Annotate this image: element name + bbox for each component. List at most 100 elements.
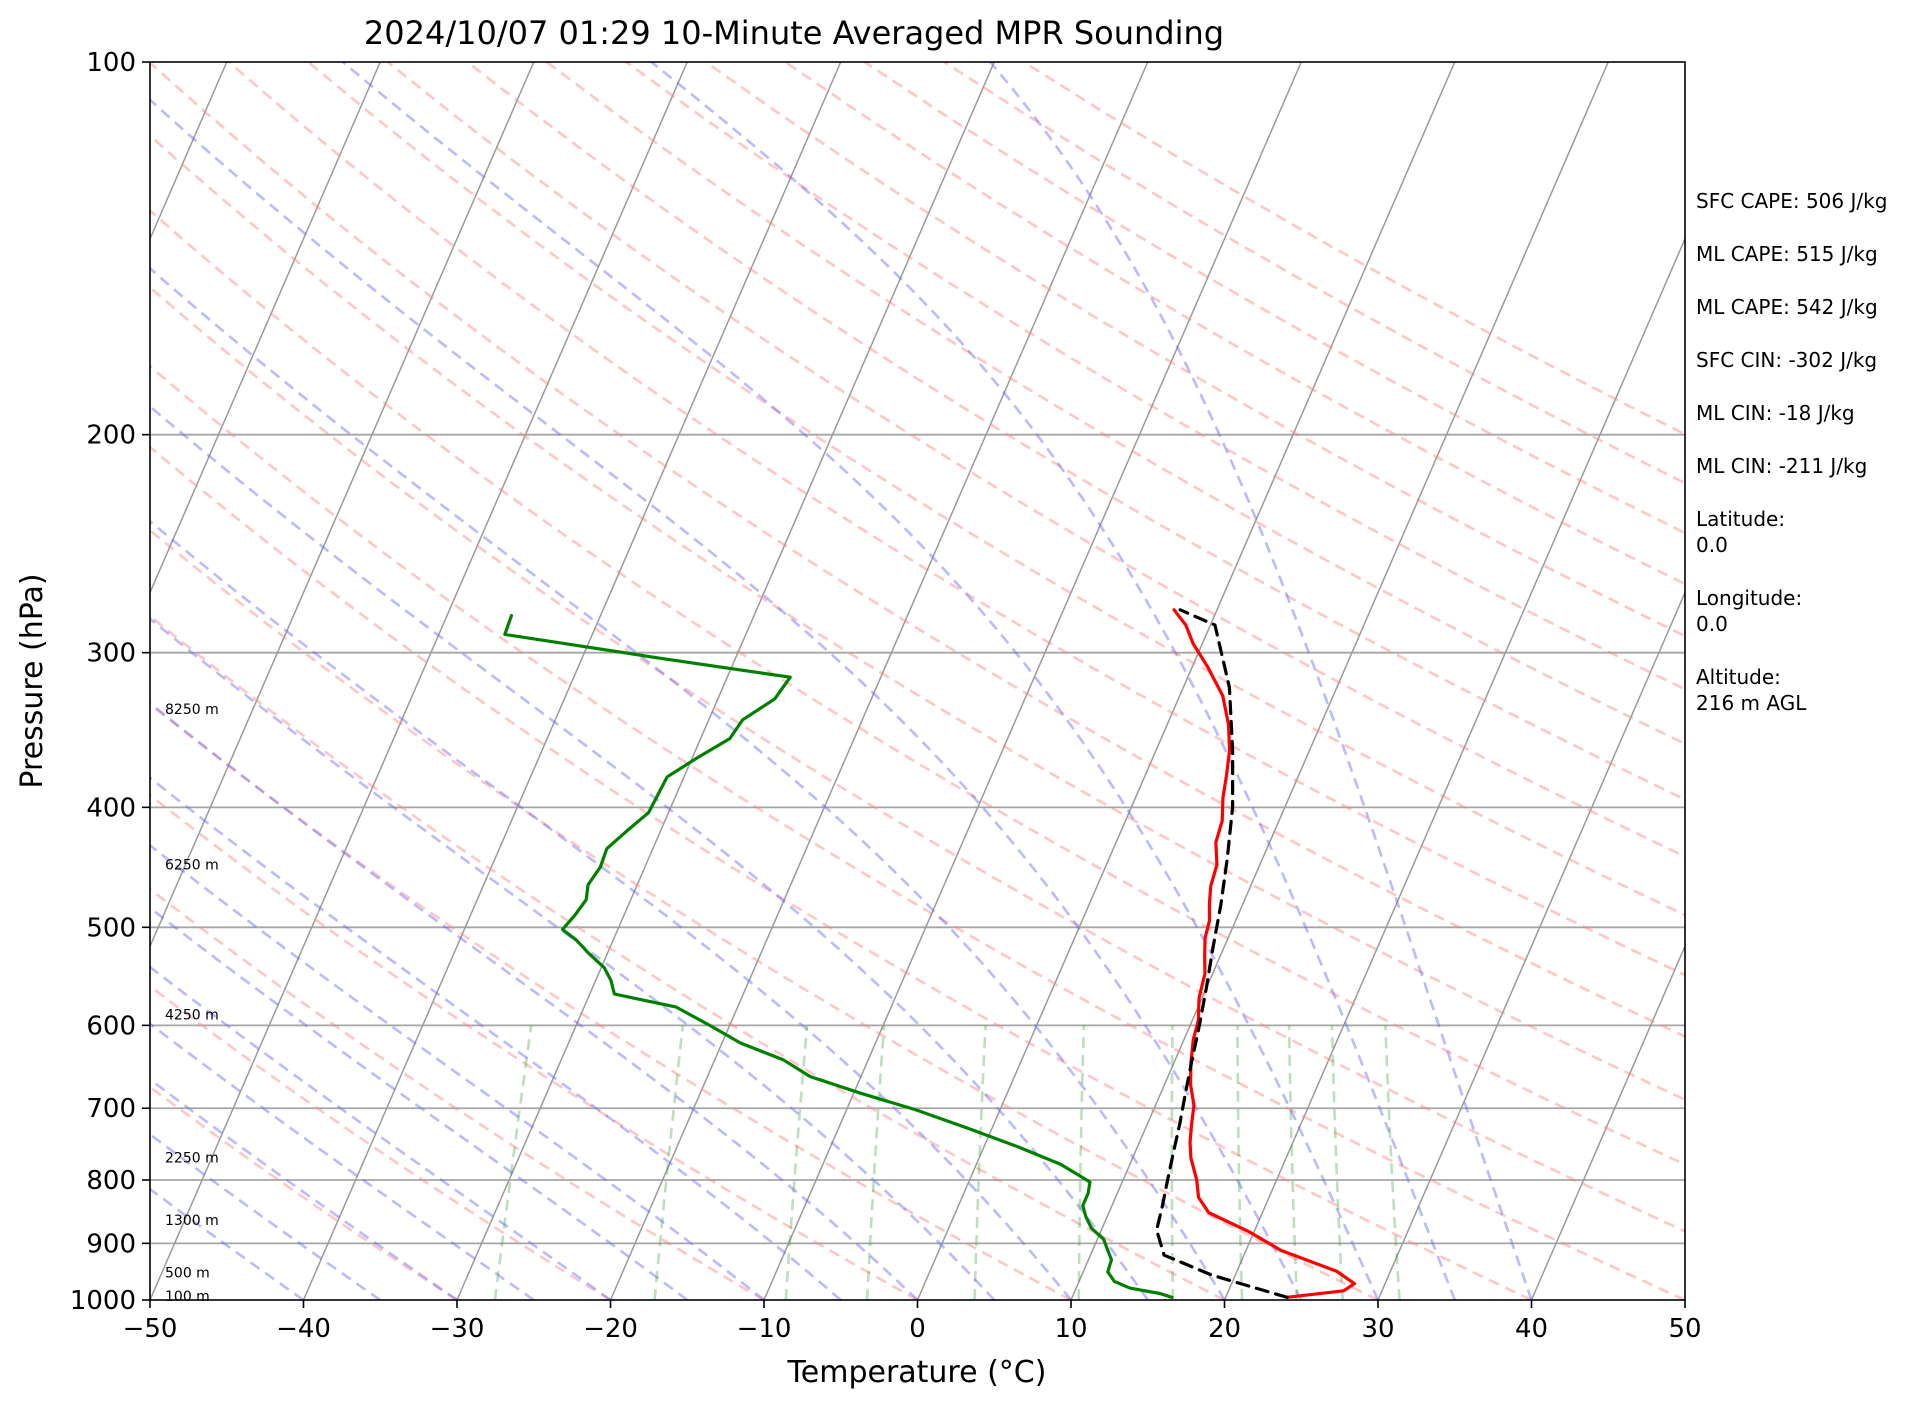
- mixing-ratio-line: [865, 1025, 886, 1300]
- x-tick-label: 40: [1515, 1314, 1548, 1344]
- isotherm-line: [1223, 236, 1685, 1300]
- isotherm-line: [150, 62, 688, 1300]
- latitude-text: Latitude: 0.0: [1696, 507, 1786, 557]
- height-labels: 100 m 500 m 1300 m 2250 m 4250 m 6250 m 8250 m: [165, 702, 219, 1305]
- y-tick-label: 700: [86, 1094, 136, 1124]
- x-tick-label: 50: [1668, 1314, 1701, 1344]
- dry-adiabat: [150, 528, 1379, 1300]
- x-tick-label: −30: [430, 1314, 485, 1344]
- y-tick-label: 800: [86, 1166, 136, 1196]
- moist-adiabat: [150, 843, 765, 1300]
- sfc-cape-text: SFC CAPE: 506 J/kg: [1696, 189, 1888, 213]
- moist-adiabat: [150, 98, 1303, 1300]
- stats-panel: SFC CAPE: 506 J/kg ML CAPE: 515 J/kg ML …: [1696, 188, 1916, 743]
- y-tick-label: 500: [86, 913, 136, 943]
- x-tick-label: 0: [909, 1314, 926, 1344]
- isotherm-line: [763, 62, 1302, 1300]
- y-tick-label: 400: [86, 793, 136, 823]
- dry-adiabat: [150, 984, 612, 1300]
- x-tick-label: 10: [1054, 1314, 1087, 1344]
- isotherm-line: [150, 62, 535, 949]
- y-tick-label: 600: [86, 1011, 136, 1041]
- y-tick-label: 200: [86, 421, 136, 451]
- axis-ticks: −50 −40 −30 −20 −10 0 10 20 30 40 50 1000 900 800 700 6…: [70, 48, 1702, 1344]
- mixing-ratio-line: [1170, 1025, 1175, 1300]
- isotherm-line: [609, 62, 1149, 1300]
- mixing-ratio-line: [653, 1025, 685, 1300]
- mixing-ratio-line: [1330, 1025, 1344, 1300]
- mixing-ratio-line: [493, 1025, 533, 1300]
- dry-adiabat: [625, 62, 1685, 691]
- mixing-ratio-line: [1236, 1025, 1244, 1300]
- moist-adiabat: [989, 62, 1533, 1300]
- sfc-cin-text: SFC CIN: -302 J/kg: [1696, 348, 1878, 372]
- altitude-text: Altitude: 216 m AGL: [1696, 665, 1807, 715]
- height-label: 6250 m: [165, 858, 219, 874]
- height-label: 4250 m: [165, 1007, 219, 1023]
- parcel-line: [1155, 608, 1289, 1299]
- height-label: 2250 m: [165, 1150, 219, 1166]
- x-tick-label: −10: [737, 1314, 792, 1344]
- moist-adiabat: [150, 965, 612, 1300]
- temperature-line: [1172, 608, 1357, 1299]
- height-label: 500 m: [165, 1265, 210, 1281]
- ml-cin-text: ML CIN: -18 J/kg: [1696, 401, 1855, 425]
- height-label: 1300 m: [165, 1213, 219, 1229]
- height-label: 100 m: [165, 1289, 210, 1305]
- series-layer: [503, 608, 1357, 1299]
- y-tick-label: 300: [86, 639, 136, 669]
- dewpoint-line: [503, 613, 1174, 1299]
- y-tick-label: 900: [86, 1229, 136, 1259]
- y-axis-label: Pressure (hPa): [15, 573, 50, 788]
- x-tick-label: 20: [1208, 1314, 1241, 1344]
- ml-cin-text-2: ML CIN: -211 J/kg: [1696, 454, 1868, 478]
- moist-adiabat: [150, 1077, 458, 1300]
- dry-adiabat: [150, 133, 1685, 1102]
- isotherm-line: [456, 62, 995, 1300]
- moist-adiabat: [150, 776, 842, 1300]
- isotherm-line: [150, 62, 381, 595]
- mixing-ratio-line: [784, 1025, 809, 1300]
- ml-cape-text-2: ML CAPE: 542 J/kg: [1696, 295, 1878, 319]
- moist-adiabat: [150, 1132, 381, 1300]
- dry-adiabat: [150, 364, 1685, 1300]
- mixing-ratio-line: [1287, 1025, 1299, 1300]
- ml-cape-text: ML CAPE: 515 J/kg: [1696, 242, 1878, 266]
- y-tick-label: 100: [86, 48, 136, 78]
- moist-adiabat: [150, 906, 689, 1300]
- isotherm-line: [1070, 62, 1609, 1300]
- longitude-text: Longitude: 0.0: [1696, 586, 1803, 636]
- moist-adiabat: [650, 62, 1456, 1300]
- moist-adiabat: [150, 1022, 535, 1300]
- isotherm-line: [1377, 590, 1685, 1300]
- dry-adiabat: [150, 62, 1685, 1038]
- grid-layer: [150, 62, 1685, 1300]
- moist-adiabat: [341, 62, 1380, 1300]
- x-tick-label: −50: [123, 1314, 178, 1344]
- moist-adiabat: [150, 701, 919, 1300]
- height-label: 8250 m: [165, 702, 219, 718]
- dry-adiabat: [150, 445, 1533, 1300]
- chart-title: 2024/10/07 01:29 10-Minute Averaged MPR …: [364, 14, 1224, 52]
- isotherm-line: [302, 62, 842, 1300]
- dry-adiabat: [466, 62, 1685, 801]
- mixing-ratio-line: [1384, 1025, 1401, 1300]
- mixing-ratio-line: [1077, 1025, 1086, 1300]
- isotherm-line: [1530, 944, 1685, 1300]
- dry-adiabat: [784, 62, 1685, 586]
- moist-adiabat: [150, 617, 996, 1300]
- y-tick-label: 1000: [70, 1286, 136, 1316]
- x-tick-label: −20: [583, 1314, 638, 1344]
- dry-adiabat: [150, 702, 1072, 1300]
- x-tick-label: −40: [276, 1314, 331, 1344]
- dry-adiabat: [150, 208, 1685, 1166]
- x-axis-label: Temperature (°C): [787, 1355, 1047, 1390]
- x-tick-label: 30: [1361, 1314, 1394, 1344]
- isotherm-line: [916, 62, 1456, 1300]
- dry-adiabat: [150, 614, 1226, 1300]
- mixing-ratio-line: [973, 1025, 987, 1300]
- moist-adiabat: [150, 1187, 305, 1300]
- dry-adiabat: [150, 887, 765, 1300]
